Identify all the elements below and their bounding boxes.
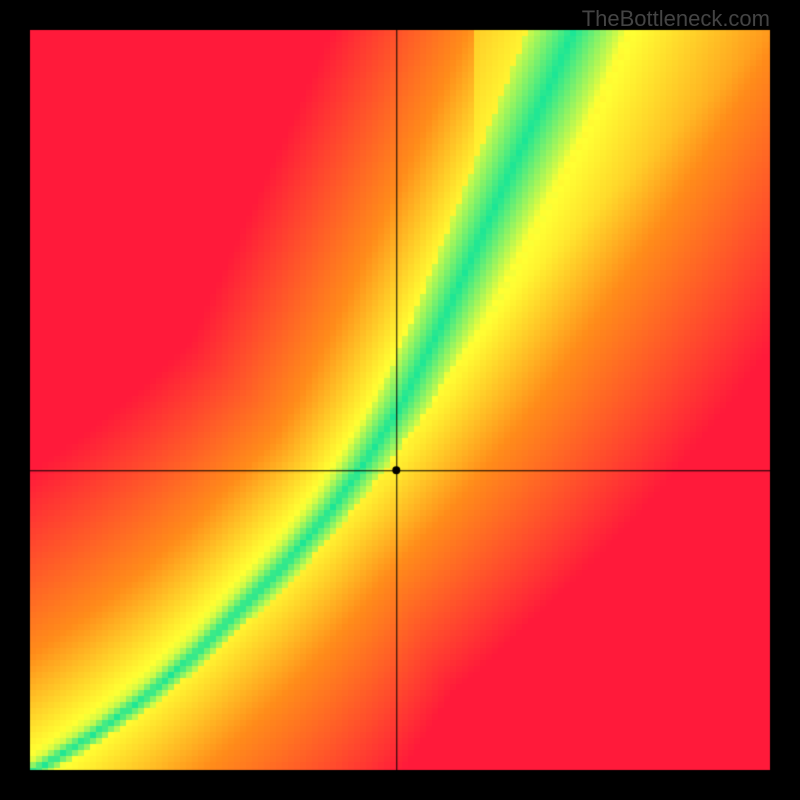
bottleneck-heatmap-chart: TheBottleneck.com xyxy=(0,0,800,800)
heatmap-canvas xyxy=(0,0,800,800)
watermark-text: TheBottleneck.com xyxy=(582,6,770,32)
